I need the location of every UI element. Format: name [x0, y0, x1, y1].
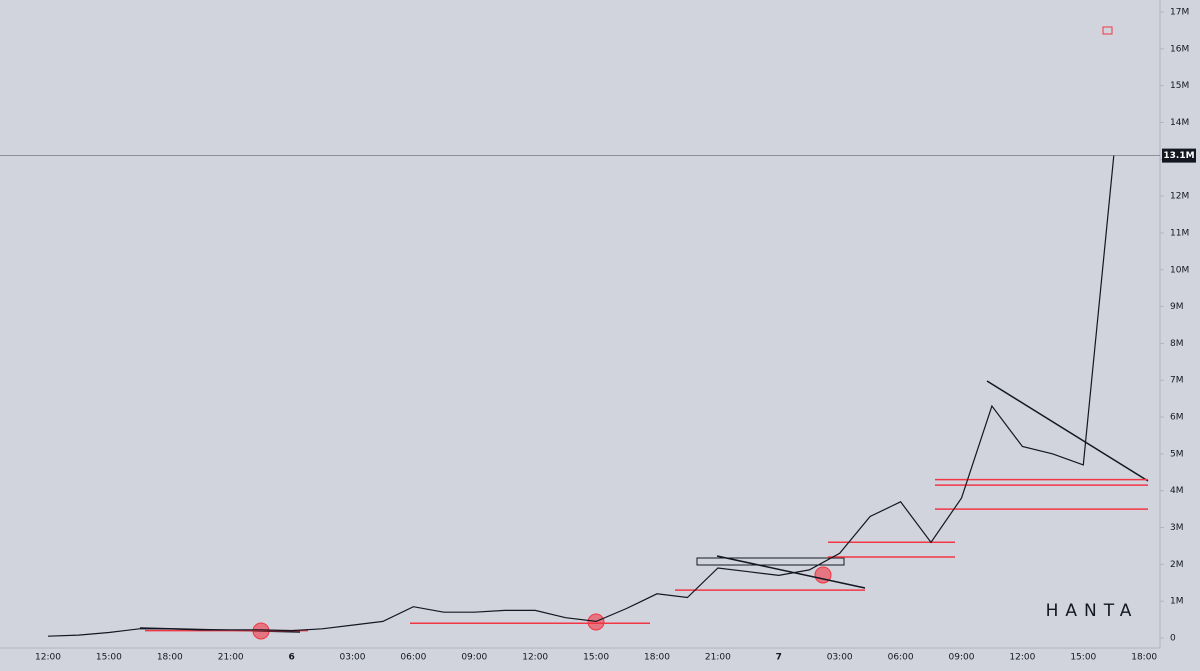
y-tick-label: 16M	[1170, 44, 1189, 54]
x-tick-label: 12:00	[522, 653, 548, 663]
x-tick-label: 18:00	[157, 653, 183, 663]
y-tick-label: 9M	[1170, 302, 1184, 312]
x-tick-label: 6	[288, 653, 294, 663]
y-tick-label: 11M	[1170, 228, 1189, 238]
price-line-series	[47, 155, 1115, 637]
x-tick-label: 03:00	[340, 653, 366, 663]
y-tick-label: 0	[1170, 634, 1176, 644]
x-tick-label: 7	[776, 653, 782, 663]
x-tick-label: 15:00	[583, 653, 609, 663]
y-tick-label: 8M	[1170, 339, 1184, 349]
price-tag-box	[1162, 148, 1196, 163]
marker-circle	[814, 566, 832, 584]
x-tick-label: 12:00	[35, 653, 61, 663]
y-tick-label: 6M	[1170, 413, 1184, 423]
y-tick-label: 4M	[1170, 486, 1184, 496]
x-tick-label: 15:00	[96, 653, 122, 663]
x-tick-label: 18:00	[644, 653, 670, 663]
marker-circle	[587, 613, 605, 631]
x-tick-label: 09:00	[461, 653, 487, 663]
y-tick-label: 1M	[1170, 597, 1184, 607]
x-tick-label: 21:00	[705, 653, 731, 663]
y-tick-label: 3M	[1170, 523, 1184, 533]
y-tick-label: 14M	[1170, 118, 1189, 128]
y-tick-label: 7M	[1170, 376, 1184, 386]
y-tick-label: 10M	[1170, 265, 1189, 275]
y-tick-label: 15M	[1170, 81, 1189, 91]
x-tick-label: 03:00	[827, 653, 853, 663]
x-tick-label: 06:00	[888, 653, 914, 663]
y-tick-label: 17M	[1170, 8, 1189, 18]
x-tick-label: 15:00	[1070, 653, 1096, 663]
price-tag-label: 13.1M	[1163, 151, 1194, 161]
x-tick-label: 21:00	[218, 653, 244, 663]
y-tick-label: 12M	[1170, 192, 1189, 202]
range-box	[1102, 26, 1113, 35]
x-tick-label: 18:00	[1131, 653, 1157, 663]
trend-line	[986, 380, 1149, 482]
x-tick-label: 09:00	[949, 653, 975, 663]
y-tick-label: 2M	[1170, 560, 1184, 570]
trend-line	[716, 555, 866, 589]
x-tick-label: 06:00	[400, 653, 426, 663]
y-tick-label: 5M	[1170, 449, 1184, 459]
x-tick-label: 12:00	[1009, 653, 1035, 663]
range-box	[696, 557, 845, 566]
watermark: HANTA	[1046, 601, 1139, 621]
